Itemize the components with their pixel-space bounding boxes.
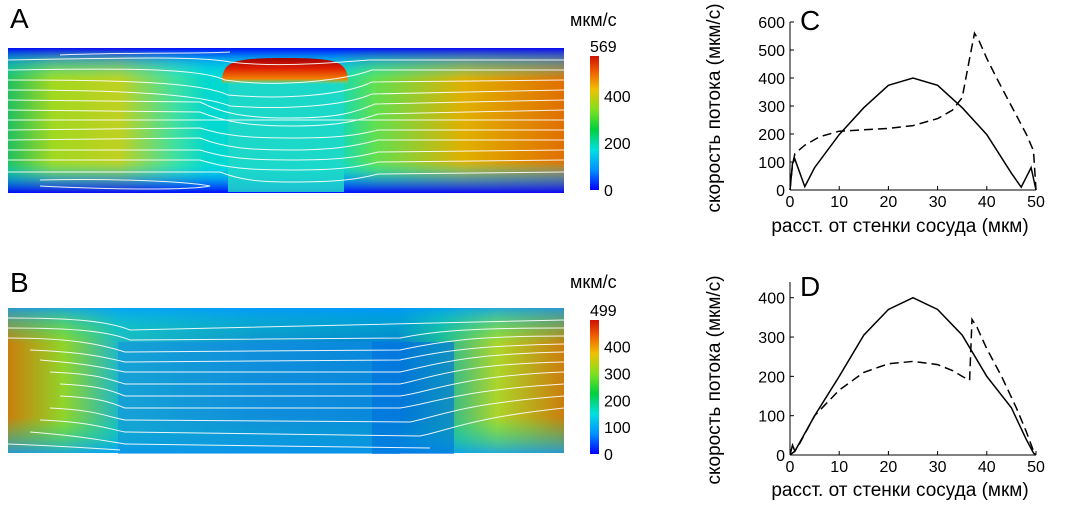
chart-d-y-tick-label: 400 xyxy=(758,291,785,308)
colorbar-a: мкм/с 569 400 200 0 xyxy=(570,10,631,200)
colorbar-b-unit: мкм/с xyxy=(570,272,617,292)
chart-c-xlabel: расст. от стенки сосуда (мкм) xyxy=(771,216,1028,237)
chart-d-ylabel: скорость потока (мкм/с) xyxy=(704,275,725,484)
colorbar-b: мкм/с 499 400 300 200 100 0 xyxy=(570,272,631,464)
chart-c-y-tick-label: 200 xyxy=(758,127,785,144)
chart-c-series-solid xyxy=(789,77,1037,191)
chart-c-x-tick-label: 30 xyxy=(929,194,947,211)
panel-a: A мкм/с xyxy=(7,3,631,200)
colorbar-a-unit: мкм/с xyxy=(570,10,617,30)
chart-c-y-tick-label: 500 xyxy=(758,43,785,60)
chart-c-x-tick-label: 50 xyxy=(1027,194,1045,211)
panel-letter-a: A xyxy=(10,3,29,34)
chart-c-x-tick-label: 40 xyxy=(978,194,996,211)
colorbar-b-tick-label: 400 xyxy=(604,340,631,357)
colorbar-b-tick-label: 200 xyxy=(604,393,631,410)
chart-c-x-tick-label: 20 xyxy=(880,194,898,211)
chart-c-y-tick-label: 400 xyxy=(758,71,785,88)
colorbar-a-max-label: 569 xyxy=(590,39,617,56)
colorbar-b-max-label: 499 xyxy=(590,303,617,320)
panel-b: B мкм/с 499 xyxy=(7,267,631,464)
chart-d-x-tick-label: 0 xyxy=(786,459,795,476)
colorbar-b-tick-label: 0 xyxy=(604,447,613,464)
chart-d-plot: 0 10 20 30 40 50 0 100 200 300 400 xyxy=(758,282,1045,476)
colorbar-a-scale xyxy=(590,56,599,190)
chart-d-x-tick-label: 30 xyxy=(929,459,947,476)
chart-d-xlabel: расст. от стенки сосуда (мкм) xyxy=(771,480,1028,501)
panel-letter-d: D xyxy=(800,271,820,302)
chart-d-y-tick-label: 0 xyxy=(776,448,785,465)
colorbar-a-tick-label: 200 xyxy=(604,136,631,153)
chart-c-y-tick-label: 100 xyxy=(758,155,785,172)
chart-c-y-tick-label: 0 xyxy=(776,183,785,200)
panel-d: D скорость потока (мкм/с) расст. от стен… xyxy=(704,271,1045,501)
chart-c-series-dashed xyxy=(789,31,1037,191)
colorbar-a-tick-label: 0 xyxy=(604,183,613,200)
chart-d-y-tick-label: 300 xyxy=(758,330,785,347)
panel-letter-c: C xyxy=(800,5,820,36)
streamlines-b xyxy=(7,317,565,451)
chart-d-x-tick-label: 20 xyxy=(880,459,898,476)
chart-d-y-tick-label: 100 xyxy=(758,409,785,426)
chart-d-series-dashed xyxy=(789,316,1037,456)
chart-c-x-tick-label: 10 xyxy=(830,194,848,211)
streamlines-a xyxy=(7,51,565,190)
chart-c-y-tick-label: 600 xyxy=(758,15,785,32)
panel-letter-b: B xyxy=(10,267,29,298)
flow-field-a xyxy=(7,48,565,193)
colorbar-b-tick-label: 300 xyxy=(604,366,631,383)
panel-c: C скорость потока (мкм/с) расст. от стен… xyxy=(704,3,1045,237)
chart-d-x-tick-label: 10 xyxy=(830,459,848,476)
colorbar-a-tick-label: 400 xyxy=(604,89,631,106)
colorbar-b-tick-label: 100 xyxy=(604,420,631,437)
chart-c-x-tick-label: 0 xyxy=(786,194,795,211)
chart-d-x-tick-label: 40 xyxy=(978,459,996,476)
chart-d-x-tick-label: 50 xyxy=(1027,459,1045,476)
chart-d-series-solid xyxy=(789,296,1037,456)
flow-field-b xyxy=(7,308,565,454)
chart-c-y-tick-label: 300 xyxy=(758,99,785,116)
colorbar-b-scale xyxy=(590,320,599,454)
chart-d-y-tick-label: 200 xyxy=(758,369,785,386)
chart-c-ylabel: скорость потока (мкм/с) xyxy=(704,3,725,212)
